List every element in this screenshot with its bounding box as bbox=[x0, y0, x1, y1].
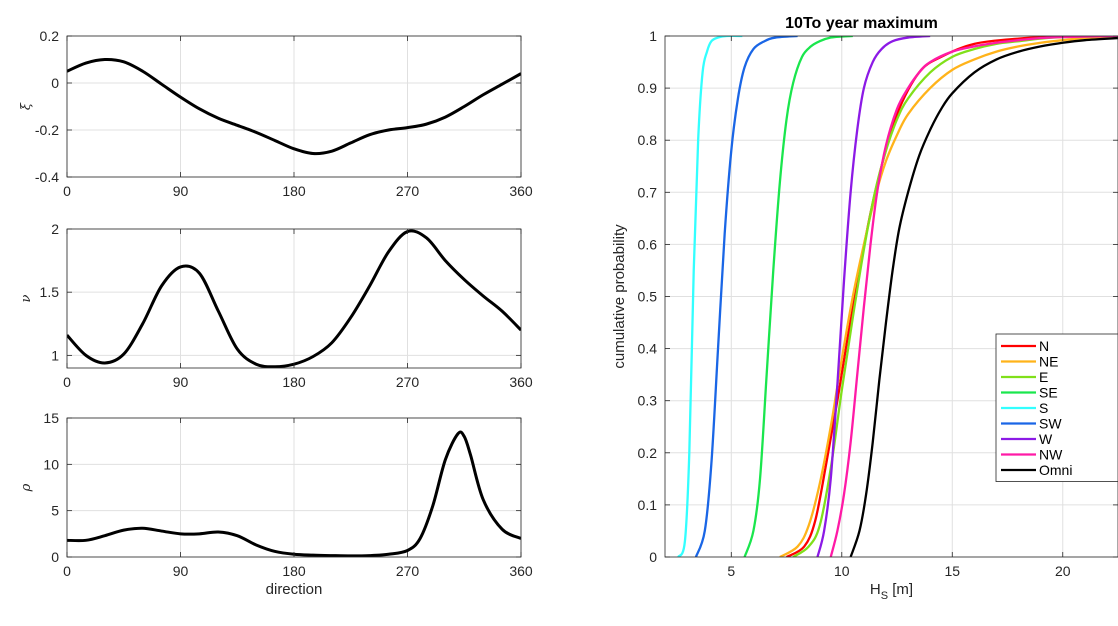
chart-4-title: 10To year maximum bbox=[785, 15, 938, 32]
chart-4-series-nw-line bbox=[829, 36, 1118, 557]
chart-3-xtick-label-4: 360 bbox=[509, 563, 533, 579]
chart-1-xtick-label-3: 270 bbox=[396, 183, 420, 199]
chart-1-ytick-label-0: -0.4 bbox=[35, 169, 59, 185]
chart-2-ytick-label-2: 2 bbox=[51, 221, 59, 237]
chart-3-ytick-label-3: 15 bbox=[43, 410, 59, 426]
chart-3-xtick-label-0: 0 bbox=[63, 563, 71, 579]
chart-4-ytick-label-0: 0 bbox=[649, 549, 657, 565]
chart-4-legend-label-ne: NE bbox=[1039, 354, 1058, 370]
chart-1-ytick-label-2: 0 bbox=[51, 75, 59, 91]
chart-3-ytick-label-2: 10 bbox=[43, 456, 59, 472]
chart-4-legend-label-sw: SW bbox=[1039, 416, 1062, 432]
chart-4-xtick-label-0: 5 bbox=[727, 563, 735, 579]
chart-4-legend-label-w: W bbox=[1039, 431, 1053, 447]
chart-3-ytick-label-1: 5 bbox=[51, 503, 59, 519]
chart-4-series-se-line bbox=[743, 36, 853, 557]
chart-3-xtick-label-3: 270 bbox=[396, 563, 420, 579]
chart-1: 0 90 180 270 360 -0.4 -0.2 0 0.2 ξ bbox=[19, 28, 533, 199]
chart-4-ytick-label-4: 0.4 bbox=[638, 341, 658, 357]
chart-2-xtick-label-2: 180 bbox=[282, 374, 306, 390]
chart-3: 0 90 180 270 360 0 5 10 15 ρ direction bbox=[19, 410, 533, 598]
chart-2-xtick-label-4: 360 bbox=[509, 374, 533, 390]
chart-4-ytick-label-5: 0.5 bbox=[638, 289, 658, 305]
chart-3-ytick-label-0: 0 bbox=[51, 549, 59, 565]
chart-4-xtick-label-3: 20 bbox=[1055, 563, 1071, 579]
chart-4-xtick-label-1: 10 bbox=[834, 563, 850, 579]
chart-1-ytick-label-1: -0.2 bbox=[35, 122, 59, 138]
chart-2-ylabel: ν bbox=[19, 294, 34, 302]
chart-3-xtick-label-1: 90 bbox=[173, 563, 189, 579]
chart-4-ytick-label-6: 0.6 bbox=[638, 236, 658, 252]
chart-1-xtick-label-1: 90 bbox=[173, 183, 189, 199]
chart-4-xtick-label-2: 15 bbox=[944, 563, 960, 579]
chart-4-ylabel: cumulative probability bbox=[611, 224, 628, 369]
chart-4-series-ne-line bbox=[779, 36, 1118, 557]
chart-4-ytick-label-7: 0.7 bbox=[638, 184, 658, 200]
chart-2: 0 90 180 270 360 1 1.5 2 ν bbox=[19, 221, 533, 390]
chart-3-ylabel: ρ bbox=[19, 483, 34, 492]
chart-3-xtick-label-2: 180 bbox=[282, 563, 306, 579]
chart-4-series-w-line bbox=[816, 36, 931, 557]
chart-4-ytick-label-8: 0.8 bbox=[638, 132, 658, 148]
chart-4-series-omni-line bbox=[849, 36, 1118, 557]
chart-4-legend-label-se: SE bbox=[1039, 385, 1058, 401]
chart-1-series-1-line bbox=[67, 57, 521, 156]
chart-1-xtick-label-0: 0 bbox=[63, 183, 71, 199]
chart-4-legend-label-n: N bbox=[1039, 338, 1049, 354]
chart-4-series-sw-line bbox=[694, 36, 798, 557]
chart-4-ytick-label-1: 0.1 bbox=[638, 497, 658, 513]
chart-2-xtick-label-3: 270 bbox=[396, 374, 420, 390]
chart-3-xlabel: direction bbox=[266, 581, 323, 598]
chart-4-series-s-line bbox=[677, 36, 743, 557]
chart-2-ytick-label-1: 1.5 bbox=[40, 284, 60, 300]
chart-2-ytick-label-0: 1 bbox=[51, 347, 59, 363]
chart-1-ytick-label-3: 0.2 bbox=[40, 28, 60, 44]
chart-4-ytick-label-10: 1 bbox=[649, 28, 657, 44]
chart-1-xtick-label-2: 180 bbox=[282, 183, 306, 199]
chart-4-legend-label-nw: NW bbox=[1039, 447, 1063, 463]
chart-1-xtick-label-4: 360 bbox=[509, 183, 533, 199]
chart-3-series-1-line bbox=[67, 430, 521, 557]
chart-2-xtick-label-1: 90 bbox=[173, 374, 189, 390]
chart-4-legend-label-s: S bbox=[1039, 400, 1048, 416]
chart-4-ytick-label-2: 0.2 bbox=[638, 445, 658, 461]
chart-4-legend-label-e: E bbox=[1039, 369, 1048, 385]
chart-4-xlabel: HS [m] bbox=[870, 581, 913, 602]
chart-2-xtick-label-0: 0 bbox=[63, 374, 71, 390]
chart-4-ytick-label-9: 0.9 bbox=[638, 80, 658, 96]
chart-4: 5 10 15 20 0 0.1 0.2 0.3 0.4 0.5 0.6 0.7 0.8 0.9 1 cumu… bbox=[611, 15, 1118, 602]
chart-4-ytick-label-3: 0.3 bbox=[638, 393, 658, 409]
chart-4-legend-label-omni: Omni bbox=[1039, 462, 1072, 478]
chart-1-ylabel: ξ bbox=[19, 102, 34, 110]
